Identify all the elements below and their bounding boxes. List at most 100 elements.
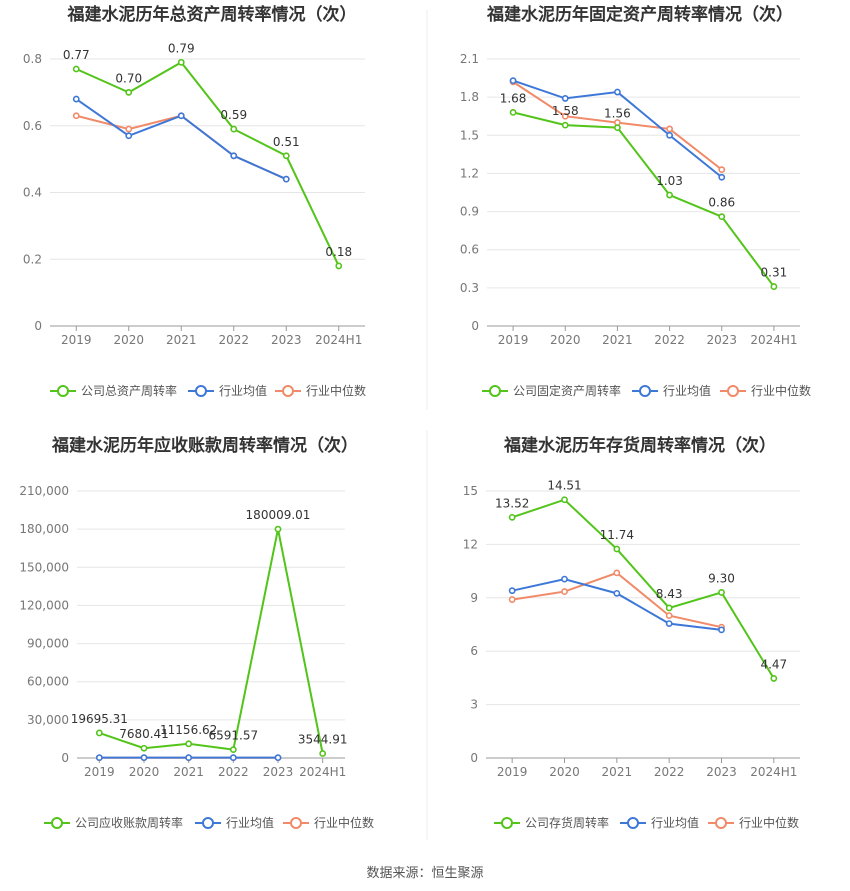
data-label: 14.51: [547, 479, 581, 493]
legend-item-avg[interactable]: 行业均值: [620, 815, 699, 830]
data-point-company: [95, 729, 103, 737]
data-point-company: [185, 740, 193, 748]
data-point-avg: [95, 754, 103, 762]
data-point-avg: [718, 626, 725, 634]
x-tick-label: 2022: [654, 333, 685, 347]
x-tick-label: 2024H1: [315, 333, 362, 347]
data-point-company: [319, 750, 327, 757]
y-tick-label: 180,000: [19, 522, 69, 536]
chart-panel-2: 福建水泥历年固定资产周转率情况（次） 0 0.3 0.6 0.9 1.2 1.5 1.8 2.1…: [460, 4, 811, 398]
data-point-company: [665, 604, 673, 612]
x-tick-label: 2019: [498, 333, 529, 347]
x-tick-label: 2020: [550, 333, 581, 347]
chart-panel-3: 福建水泥历年应收账款周转率情况（次） 0 30,000 60,000 90,000 120…: [19, 435, 374, 830]
legend-item-avg[interactable]: 行业均值: [188, 383, 267, 398]
data-point-company: [229, 746, 237, 754]
x-tick-label: 2020: [129, 765, 160, 779]
x-tick-label: 2021: [173, 765, 204, 779]
data-point-company: [613, 545, 621, 553]
y-tick-label: 0: [61, 751, 69, 765]
chart-title: 福建水泥历年固定资产周转率情况（次）: [486, 4, 793, 25]
y-tick-label: 2.1: [460, 52, 479, 66]
legend-item-company[interactable]: 公司总资产周转率: [50, 383, 177, 398]
legend-item-median[interactable]: 行业中位数: [720, 383, 811, 398]
legend-swatch-marker: [57, 385, 69, 397]
y-tick-label: 0.6: [460, 243, 479, 257]
legend-swatch-marker: [202, 817, 214, 829]
y-tick-label: 150,000: [19, 560, 69, 574]
data-point-avg: [613, 589, 621, 597]
legend-item-median[interactable]: 行业中位数: [275, 383, 366, 398]
data-point-avg: [508, 587, 516, 595]
legend-label: 行业中位数: [314, 815, 374, 830]
legend-item-company[interactable]: 公司应收账款周转率: [44, 815, 183, 830]
legend-swatch-marker: [639, 385, 651, 397]
x-tick-label: 2024H1: [750, 765, 797, 779]
data-label: 0.59: [220, 108, 247, 122]
data-point-avg: [718, 173, 726, 181]
data-point-median: [561, 588, 568, 595]
legend-label: 行业均值: [663, 383, 711, 398]
data-point-avg: [666, 131, 673, 139]
legend-swatch-marker: [290, 817, 302, 829]
data-point-company: [177, 58, 185, 66]
x-tick-label: 2019: [61, 333, 92, 347]
data-label: 0.86: [708, 196, 735, 210]
legend-label: 行业中位数: [751, 383, 811, 398]
data-point-company: [140, 744, 148, 752]
x-tick-label: 2020: [113, 333, 144, 347]
data-point-company: [335, 262, 343, 270]
data-point-avg: [282, 175, 290, 183]
legend-label: 公司总资产周转率: [81, 383, 177, 398]
data-label: 0.79: [168, 41, 195, 55]
data-point-median: [665, 612, 673, 619]
legend-label: 公司应收账款周转率: [75, 815, 183, 830]
legend-label: 行业均值: [651, 815, 699, 830]
chart-title: 福建水泥历年总资产周转率情况（次）: [67, 4, 357, 25]
series-line-company: [75, 61, 340, 267]
data-point-avg: [185, 754, 193, 762]
data-point-avg: [125, 132, 133, 140]
x-tick-label: 2021: [602, 333, 633, 347]
data-point-median: [718, 166, 726, 174]
y-tick-label: 60,000: [27, 675, 69, 689]
legend-item-median[interactable]: 行业中位数: [708, 815, 799, 830]
data-point-avg: [561, 95, 569, 102]
y-tick-label: 9: [470, 591, 478, 605]
legend-label: 行业中位数: [739, 815, 799, 830]
data-point-company: [770, 675, 778, 682]
data-point-company: [718, 589, 725, 596]
series-line-avg: [511, 578, 722, 631]
data-point-company: [508, 513, 516, 521]
legend-item-company[interactable]: 公司存货周转率: [494, 815, 609, 830]
data-point-avg: [665, 620, 673, 628]
x-tick-label: 2020: [549, 765, 580, 779]
y-tick-label: 0: [34, 319, 42, 333]
data-label: 0.70: [115, 71, 142, 85]
y-tick-label: 30,000: [27, 713, 69, 727]
data-label: 0.31: [761, 266, 788, 280]
data-point-company: [770, 283, 778, 290]
data-point-company: [666, 191, 673, 199]
data-point-company: [561, 121, 569, 129]
legend-item-company[interactable]: 公司固定资产周转率: [482, 383, 621, 398]
y-tick-label: 90,000: [27, 637, 69, 651]
data-label: 7680.41: [119, 727, 169, 741]
data-point-company: [718, 213, 726, 221]
legend-item-median[interactable]: 行业中位数: [283, 815, 374, 830]
legend-item-avg[interactable]: 行业均值: [632, 383, 711, 398]
data-point-avg: [230, 152, 238, 160]
data-point-avg: [509, 77, 517, 85]
data-point-company: [614, 124, 621, 132]
y-tick-label: 0: [470, 751, 478, 765]
y-tick-label: 1.5: [460, 128, 479, 142]
y-tick-label: 0.8: [23, 52, 42, 66]
data-point-median: [508, 596, 516, 603]
data-point-avg: [177, 112, 185, 120]
data-point-avg: [229, 754, 237, 762]
legend-item-avg[interactable]: 行业均值: [195, 815, 274, 830]
data-point-median: [613, 569, 621, 577]
data-label: 180009.01: [246, 508, 311, 522]
chart-title: 福建水泥历年应收账款周转率情况（次）: [51, 435, 358, 456]
